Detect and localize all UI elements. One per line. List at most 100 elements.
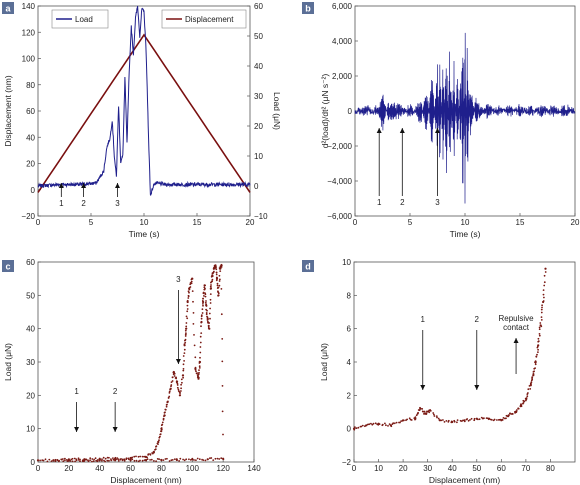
data-point <box>414 416 417 418</box>
x-axis-label: Time (s) <box>450 229 481 239</box>
x-tick-label: 10 <box>461 218 470 227</box>
annotation-label: 1 <box>74 387 79 396</box>
data-point <box>95 459 98 462</box>
data-point <box>392 422 395 425</box>
data-point <box>209 287 212 290</box>
data-point <box>218 284 221 287</box>
data-point <box>509 412 511 415</box>
series-displacement-line <box>37 33 251 193</box>
x-tick-label: 15 <box>193 218 202 227</box>
y2-tick-label: 20 <box>254 122 263 131</box>
data-point <box>215 271 218 274</box>
x-axis-label: Time (s) <box>129 229 160 239</box>
y-axis-label: d²(load)/dt² (μN s⁻²) <box>320 74 330 149</box>
data-point <box>108 459 110 462</box>
annotation-arrowhead <box>399 128 405 133</box>
data-point <box>203 295 205 297</box>
data-point <box>505 417 507 420</box>
data-point <box>206 309 208 312</box>
data-point <box>377 422 380 425</box>
x-axis-label: Displacement (nm) <box>429 475 500 485</box>
data-point <box>52 459 55 462</box>
data-point <box>410 419 413 421</box>
data-point <box>190 282 193 285</box>
data-point <box>188 287 191 290</box>
data-point <box>131 458 134 461</box>
data-point <box>184 333 187 336</box>
data-point <box>171 376 174 379</box>
data-point <box>421 408 424 410</box>
data-point <box>184 329 187 332</box>
data-point <box>192 300 194 303</box>
data-point <box>374 422 377 425</box>
y-tick-label: 10 <box>342 258 351 267</box>
data-point <box>540 311 543 314</box>
data-point <box>537 340 540 342</box>
data-point <box>50 460 53 462</box>
data-point <box>442 419 444 421</box>
y-tick-label: 140 <box>22 2 36 11</box>
x-tick-label: 20 <box>246 218 255 227</box>
data-point <box>151 452 154 455</box>
data-point <box>196 457 199 460</box>
data-point <box>181 381 183 384</box>
data-point <box>64 459 66 462</box>
annotation-label: 2 <box>475 315 480 324</box>
x-tick-label: 5 <box>408 218 413 227</box>
data-point <box>529 384 532 387</box>
data-point <box>101 458 103 461</box>
data-point <box>217 292 220 295</box>
data-point <box>73 457 76 460</box>
annotation-arrowhead <box>376 128 382 133</box>
data-point <box>48 458 51 461</box>
data-point <box>541 304 543 307</box>
y-tick-label: 6,000 <box>332 2 353 11</box>
data-point <box>535 355 538 358</box>
data-point <box>133 455 136 458</box>
data-point <box>527 388 530 391</box>
data-point <box>215 277 219 280</box>
data-point <box>180 390 182 392</box>
data-point <box>209 285 212 288</box>
x-tick-label: 60 <box>126 464 135 473</box>
data-point <box>202 300 205 304</box>
data-point <box>60 458 63 461</box>
data-point <box>531 378 534 381</box>
y-tick-label: 6 <box>347 325 352 334</box>
y-tick-label: 10 <box>26 425 35 434</box>
data-point <box>54 460 57 463</box>
data-point <box>184 341 187 344</box>
y-tick-label: 40 <box>26 325 35 334</box>
annotation-label: 3 <box>435 198 440 207</box>
data-point <box>152 450 155 454</box>
data-point <box>538 333 541 335</box>
panel-label-badge <box>302 2 314 14</box>
data-point <box>368 423 371 426</box>
data-point <box>189 283 192 286</box>
annotation-label: 3 <box>115 199 120 208</box>
data-point <box>500 419 503 422</box>
data-point <box>451 420 454 424</box>
data-point <box>415 414 418 417</box>
data-point <box>204 301 207 304</box>
data-point <box>542 293 545 296</box>
data-point <box>519 404 523 407</box>
data-point <box>129 459 132 462</box>
data-point <box>161 423 164 426</box>
data-point <box>180 383 183 386</box>
data-point <box>169 387 172 390</box>
x-tick-label: 10 <box>140 218 149 227</box>
data-point <box>191 290 194 292</box>
data-point <box>507 414 510 417</box>
x-tick-label: 20 <box>571 218 580 227</box>
data-point <box>522 402 525 404</box>
data-point <box>141 459 144 462</box>
annotation-label: 1 <box>377 198 382 207</box>
data-point <box>361 424 364 427</box>
x-tick-label: 40 <box>95 464 104 473</box>
data-point <box>529 388 532 390</box>
data-point <box>215 268 218 271</box>
y-tick-label: −4,000 <box>327 177 352 186</box>
data-point <box>168 395 171 398</box>
data-point <box>91 460 93 463</box>
